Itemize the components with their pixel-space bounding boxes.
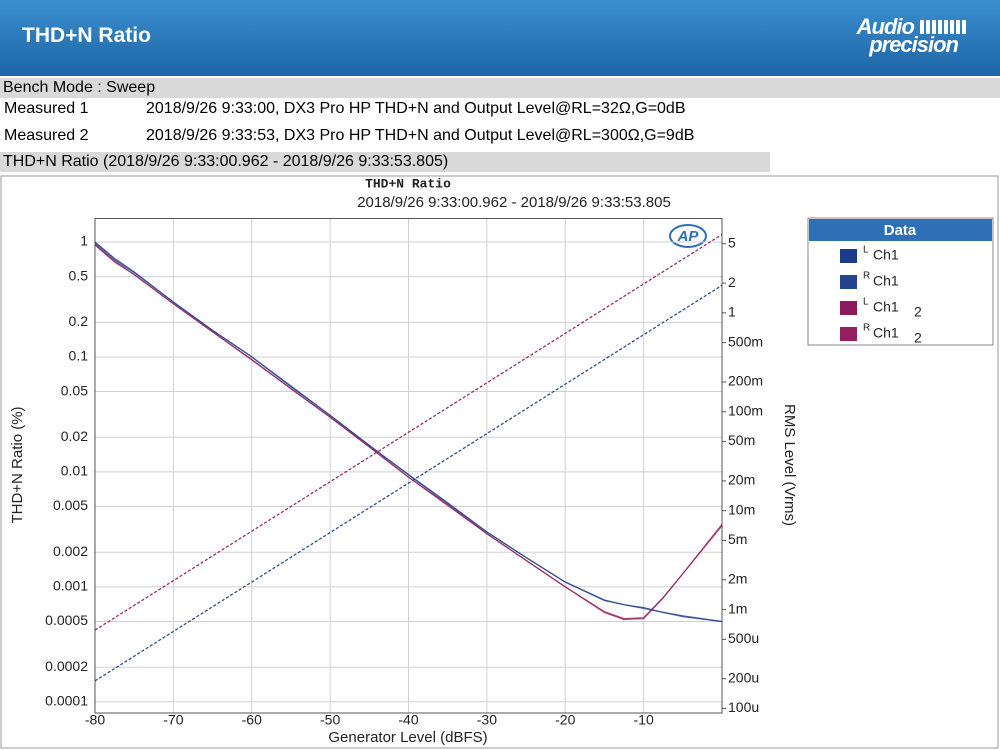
y2-tick-label: 20m	[728, 472, 755, 488]
measure-text: 2018/9/26 9:33:53, DX3 Pro HP THD+N and …	[146, 127, 695, 144]
x-tick-label: -20	[555, 712, 575, 728]
x-tick-label: -40	[398, 712, 418, 728]
legend-name: Ch1	[873, 273, 899, 289]
legend-channel: R	[863, 323, 870, 334]
plot-frame	[94, 218, 723, 714]
legend-header	[809, 219, 992, 241]
legend-title: Data	[884, 222, 917, 239]
level-line	[94, 233, 723, 631]
x-tick-label: -10	[634, 712, 654, 728]
legend-swatch	[840, 327, 857, 341]
legend-channel: R	[863, 271, 870, 282]
legend-name: Ch1	[873, 247, 899, 263]
logo-text: precision	[869, 32, 959, 57]
x-axis-label: Generator Level (dBFS)	[328, 729, 487, 746]
y2-tick-label: 100m	[728, 402, 763, 418]
y-tick-label: 0.5	[69, 267, 89, 283]
y2-tick-label: 100u	[728, 699, 759, 715]
y2-tick-label: 5	[728, 234, 736, 250]
legend-name: Ch1	[873, 299, 899, 315]
legend-channel: L	[863, 245, 869, 256]
logo-bars	[920, 20, 966, 34]
chart-title: THD+N Ratio	[365, 176, 451, 191]
x-tick-label: -30	[477, 712, 497, 728]
y-tick-label: 0.0005	[45, 612, 88, 628]
y-tick-label: 1	[80, 233, 88, 249]
y-tick-label: 0.02	[61, 428, 88, 444]
legend-suffix: 2	[914, 304, 922, 320]
header-bar: THD+N Ratio Audio precision	[0, 0, 1000, 76]
level-line	[94, 284, 723, 682]
y2-tick-label: 500u	[728, 630, 759, 646]
ap-logo-ring	[669, 224, 707, 248]
measure-label: Measured 1	[4, 100, 89, 117]
measure-text: 2018/9/26 9:33:00, DX3 Pro HP THD+N and …	[146, 100, 686, 117]
y-tick-label: 0.0002	[45, 658, 88, 674]
y-tick-label: 0.1	[69, 348, 89, 364]
x-tick-label: -80	[85, 712, 105, 728]
y-axis-label: THD+N Ratio (%)	[9, 406, 26, 523]
x-tick-label: -50	[320, 712, 340, 728]
chart: THD+N Ratio 2018/9/26 9:33:00.962 - 2018…	[0, 175, 999, 749]
y-tick-label: 0.002	[53, 543, 88, 559]
y-tick-label: 0.01	[61, 463, 88, 479]
y2-tick-label: 50m	[728, 432, 755, 448]
y-tick-label: 0.0001	[45, 693, 88, 709]
legend-swatch	[840, 249, 857, 263]
chart-subtitle: 2018/9/26 9:33:00.962 - 2018/9/26 9:33:5…	[357, 194, 671, 211]
x-tick-label: -70	[163, 712, 183, 728]
logo-text: Audio	[856, 14, 915, 39]
legend-name: Ch1	[873, 325, 899, 341]
thd-line	[94, 244, 723, 620]
y2-tick-label: 200m	[728, 373, 763, 389]
legend-swatch	[840, 275, 857, 289]
header-title: THD+N Ratio	[22, 24, 151, 47]
legend-channel: L	[863, 297, 869, 308]
y-tick-label: 0.2	[69, 313, 89, 329]
y2-tick-label: 200u	[728, 669, 759, 685]
y-tick-label: 0.001	[53, 578, 88, 594]
y-tick-label: 0.05	[61, 382, 88, 398]
y2-tick-label: 2m	[728, 571, 747, 587]
legend-swatch	[840, 301, 857, 315]
measure-label: Measured 2	[4, 127, 89, 144]
graph-caption: THD+N Ratio (2018/9/26 9:33:00.962 - 201…	[0, 152, 770, 172]
y2-tick-label: 10m	[728, 501, 755, 517]
bench-mode: Bench Mode : Sweep	[0, 78, 1000, 98]
y2-tick-label: 1m	[728, 600, 747, 616]
ap-logo: AP	[669, 224, 707, 248]
y2-tick-label: 500m	[728, 333, 763, 349]
y2-axis-label: RMS Level (Vrms)	[781, 404, 798, 526]
y2-tick-label: 1	[728, 304, 736, 320]
y2-tick-label: 2	[728, 274, 736, 290]
y2-tick-label: 5m	[728, 531, 747, 547]
ap-logo-text: AP	[677, 228, 700, 245]
thd-line	[94, 242, 723, 623]
y-tick-label: 0.005	[53, 497, 88, 513]
legend-suffix: 2	[914, 330, 922, 346]
x-tick-label: -60	[242, 712, 262, 728]
